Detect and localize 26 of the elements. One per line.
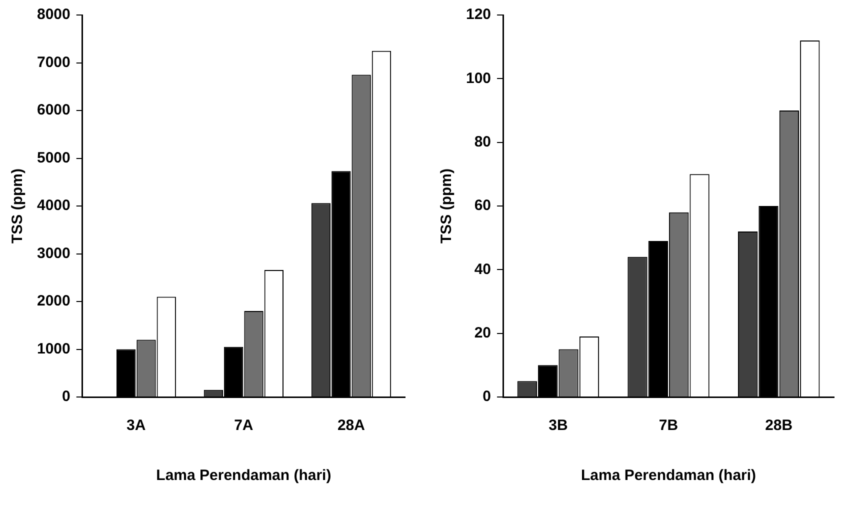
y-tick-label: 120 (466, 6, 492, 24)
y-tick-label: 0 (482, 388, 492, 406)
x-tick-label: 7A (234, 417, 254, 434)
x-axis-title: Lama Perendaman (hari) (156, 467, 332, 484)
y-tick-label: 6000 (36, 102, 70, 119)
y-tick-label: 3000 (36, 244, 70, 262)
y-tick-label: 4000 (36, 197, 70, 214)
y-axis-title: TSS (ppm) (438, 168, 456, 244)
y-tick-label: 1000 (36, 340, 70, 358)
x-tick-label: 28B (765, 417, 793, 434)
y-tick-label: 2000 (36, 292, 70, 310)
y-tick-label: 5000 (36, 149, 70, 166)
y-tick-label: 100 (466, 70, 492, 87)
y-tick-label: 40 (474, 260, 492, 278)
y-axis-title: TSS (ppm) (9, 168, 26, 244)
y-tick-label: 7000 (36, 54, 70, 71)
x-tick-label: 3A (126, 417, 146, 434)
x-tick-label: 7B (658, 417, 678, 434)
x-tick-label: 3B (548, 417, 568, 434)
x-tick-label: 28A (337, 417, 366, 434)
y-tick-label: 0 (62, 388, 70, 406)
y-tick-label: 8000 (36, 6, 70, 24)
y-tick-label: 20 (474, 324, 492, 342)
y-tick-label: 80 (474, 133, 492, 150)
x-axis-title: Lama Perendaman (hari) (580, 467, 756, 484)
y-tick-label: 60 (474, 197, 492, 214)
